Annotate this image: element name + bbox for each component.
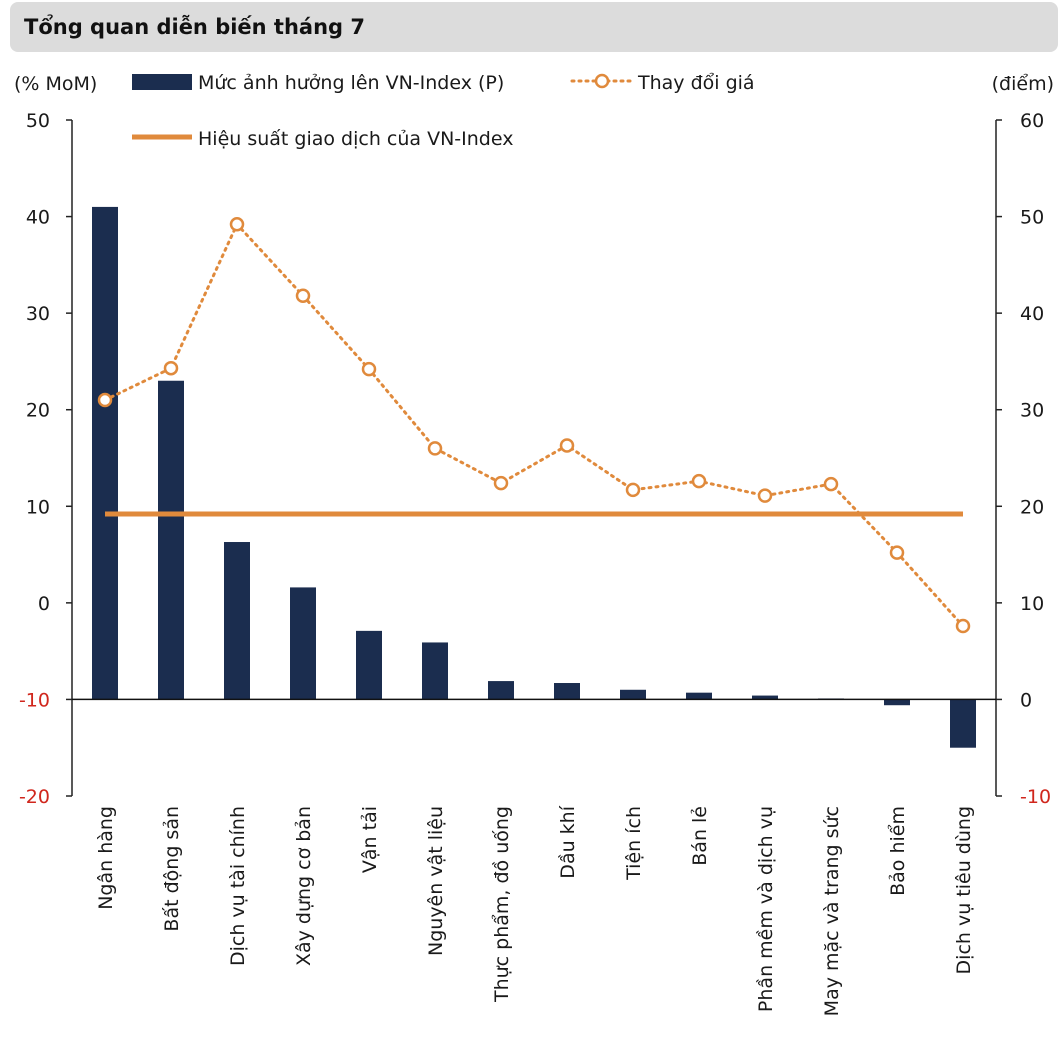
left-tick-label: -10 — [19, 689, 50, 711]
left-tick-label: 10 — [26, 496, 50, 518]
category-label: Bất động sản — [161, 806, 183, 932]
category-label: Bảo hiểm — [887, 806, 909, 896]
legend-bar-label: Mức ảnh hưởng lên VN-Index (P) — [198, 72, 504, 94]
left-tick-label: 50 — [26, 110, 50, 132]
category-label: Xây dựng cơ bản — [293, 806, 315, 966]
left-tick-label: 40 — [26, 207, 50, 229]
legend-price-label: Thay đổi giá — [637, 72, 755, 94]
price-change-point — [361, 361, 377, 377]
right-tick-label: 10 — [1020, 593, 1044, 615]
legend-index-label: Hiệu suất giao dịch của VN-Index — [198, 128, 513, 150]
title-bar: Tổng quan diễn biến tháng 7 — [10, 2, 1058, 52]
category-label: Dịch vụ tài chính — [227, 806, 249, 966]
bar — [884, 699, 910, 706]
price-change-point — [823, 476, 839, 492]
category-label: Phần mềm và dịch vụ — [755, 806, 777, 1012]
bar — [752, 695, 778, 700]
right-axis-unit: (điểm) — [992, 73, 1054, 95]
category-label: Dầu khí — [557, 805, 579, 878]
category-label: Vận tải — [359, 806, 381, 873]
right-tick-label: 30 — [1020, 400, 1044, 422]
bar — [620, 689, 646, 700]
bar — [92, 206, 118, 700]
right-tick-label: 0 — [1020, 689, 1032, 711]
bar — [158, 380, 184, 700]
price-change-line — [103, 221, 965, 628]
category-label: Ngân hàng — [95, 806, 117, 910]
right-tick-label: 50 — [1020, 207, 1044, 229]
price-change-point — [97, 392, 113, 408]
category-label: May mặc và trang sức — [821, 806, 843, 1016]
price-change-point — [955, 618, 971, 634]
price-change-point — [889, 545, 905, 560]
legend-bar-swatch — [132, 74, 192, 90]
bar — [290, 587, 316, 700]
chart-title: Tổng quan diễn biến tháng 7 — [24, 15, 365, 39]
category-label: Tiện ích — [623, 806, 645, 881]
legend: Mức ảnh hưởng lên VN-Index (P) Thay đổi … — [132, 72, 755, 150]
right-tick-label: 20 — [1020, 496, 1044, 518]
price-change-point — [493, 475, 509, 491]
bar — [686, 692, 712, 700]
category-label: Bán lẻ — [689, 806, 711, 866]
bar — [224, 542, 250, 700]
bar — [422, 642, 448, 700]
right-tick-label: 40 — [1020, 303, 1044, 325]
bar — [554, 683, 580, 700]
price-change-point — [625, 482, 641, 498]
bar — [488, 681, 514, 700]
price-change-point — [295, 288, 311, 304]
price-change-point — [559, 438, 575, 453]
price-change-point — [163, 360, 179, 376]
left-tick-label: 0 — [38, 593, 50, 615]
left-tick-label: 30 — [26, 303, 50, 325]
bar — [950, 699, 976, 748]
price-change-point — [757, 488, 773, 503]
legend-price-marker — [594, 73, 610, 89]
price-change-point — [229, 217, 245, 232]
category-label: Dịch vụ tiêu dùng — [953, 806, 975, 974]
bar — [356, 630, 382, 700]
left-tick-label: -20 — [19, 786, 50, 808]
right-tick-label: -10 — [1020, 786, 1051, 808]
plot-area: 50 40 30 20 10 0 -10 -20 60 50 40 30 20 10 0 -10 Ngân hà… — [19, 110, 1051, 1016]
price-change-point — [691, 473, 707, 489]
category-label: Thực phẩm, đồ uống — [491, 806, 513, 1003]
price-change-point — [427, 441, 443, 456]
category-label: Nguyên vật liệu — [425, 806, 447, 956]
left-axis-unit: (% MoM) — [14, 73, 97, 95]
left-tick-label: 20 — [26, 400, 50, 422]
right-tick-label: 60 — [1020, 110, 1044, 132]
